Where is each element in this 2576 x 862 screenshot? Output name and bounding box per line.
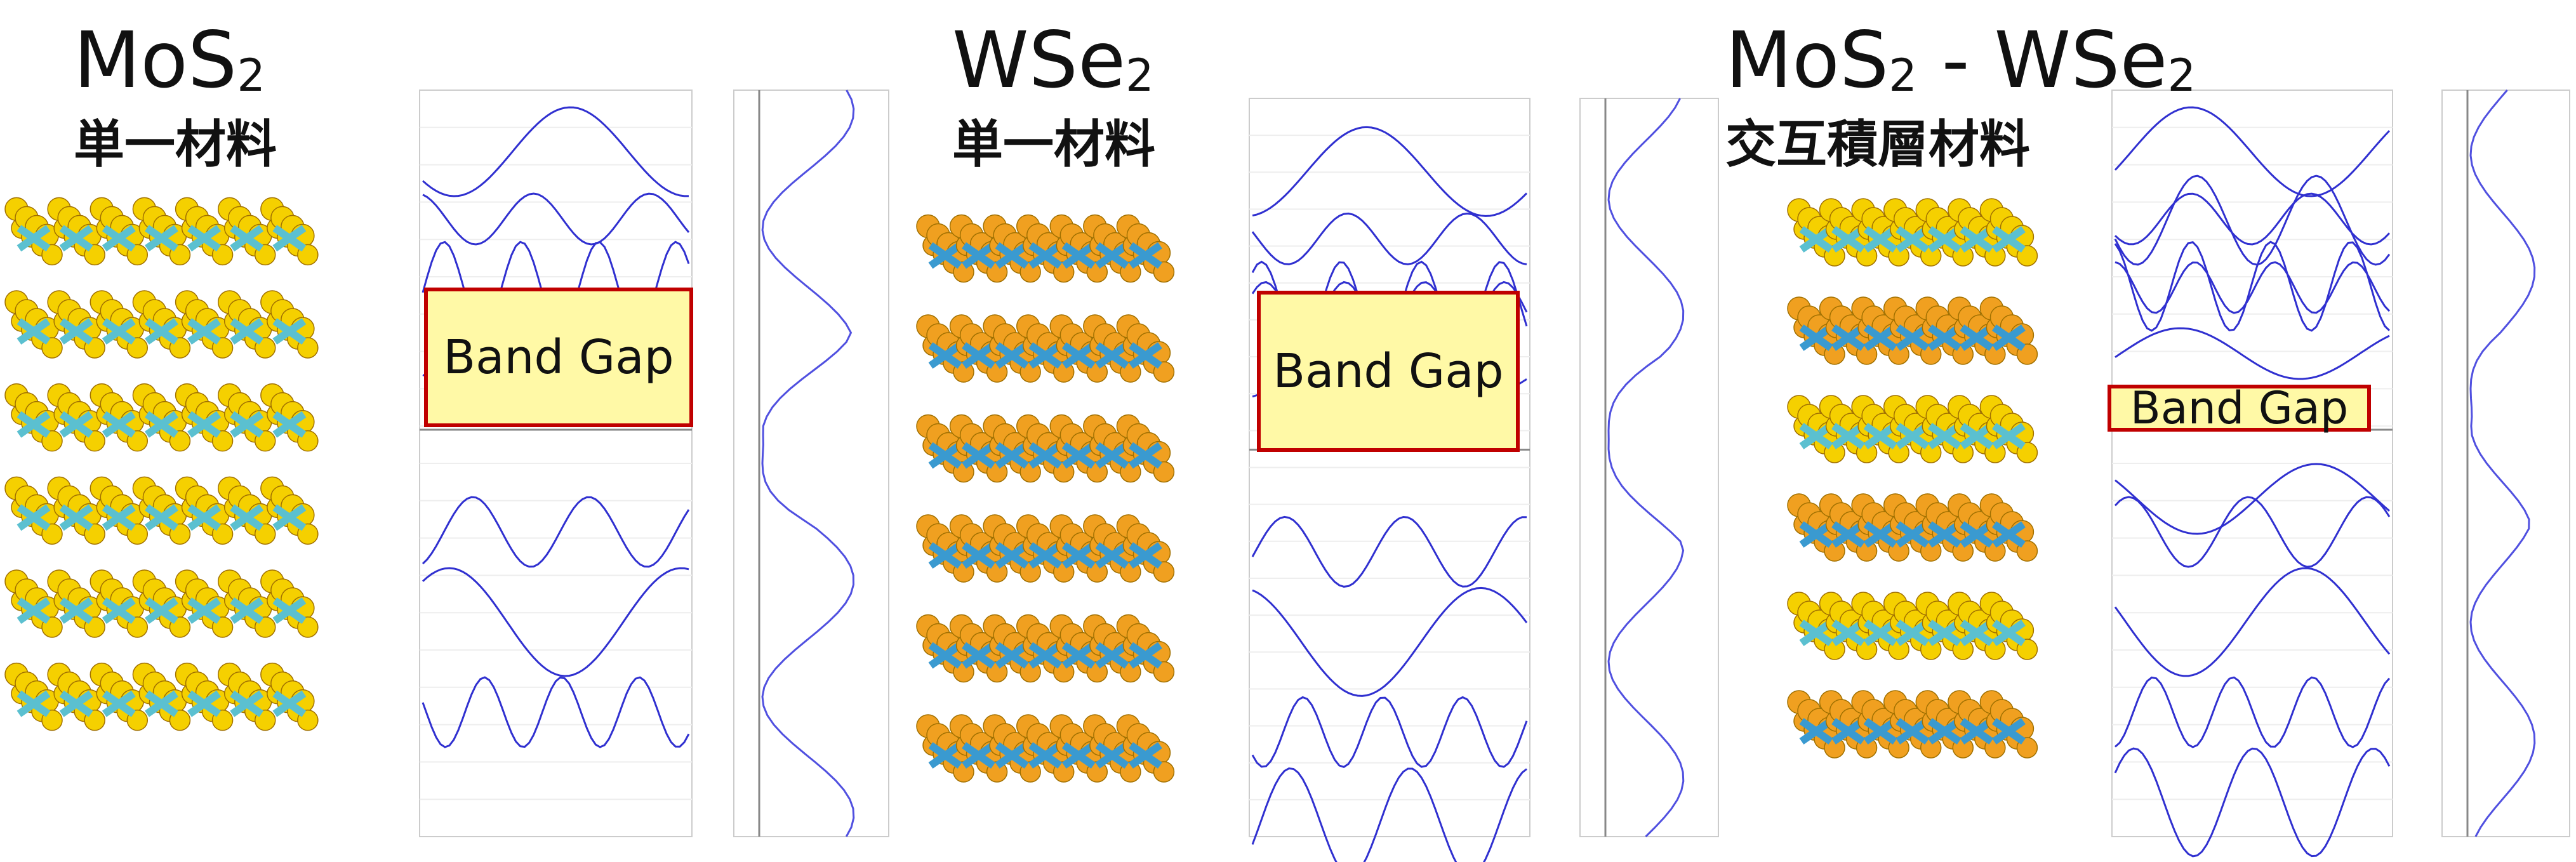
crystal-layer (1788, 592, 2037, 660)
crystal-layer (5, 477, 318, 544)
band-gap-label: Band Gap (1273, 344, 1503, 399)
crystal-layer (917, 515, 1174, 582)
crystal-layer (1788, 494, 2037, 561)
title-text: MoS (1725, 15, 1889, 105)
band-gap-box: Band Gap (424, 288, 693, 427)
crystal-layer (917, 315, 1174, 382)
figure: MoS2 単一材料 Band Gap WSe2 単一材料 Band Gap Mo… (0, 0, 2576, 862)
crystal-layer (917, 615, 1174, 682)
crystal-layer (5, 663, 318, 731)
band-gap-label: Band Gap (2130, 382, 2349, 434)
plot-frame (1580, 98, 1718, 837)
crystal-layer (5, 570, 318, 637)
title-subscript: 2 (1889, 50, 1917, 102)
crystal-layer (1788, 297, 2037, 364)
crystal-layer (917, 215, 1174, 282)
crystal-layer (1788, 395, 2037, 463)
panel-subtitle: 交互積層材料 (1725, 119, 2030, 170)
panel-title: WSe2 (952, 22, 1154, 99)
panel-title: MoS2 - WSe2 (1725, 22, 2196, 99)
plot-frame (2442, 90, 2570, 837)
title-subscript: 2 (1125, 50, 1154, 102)
panel-subtitle: 単一材料 (74, 119, 277, 170)
band-gap-box: Band Gap (1257, 291, 1520, 452)
title-text: - WSe (1917, 15, 2168, 105)
crystal-layer (1788, 199, 2037, 266)
crystal-layer (5, 197, 318, 265)
title-text: WSe (952, 15, 1125, 105)
title-subscript: 2 (237, 50, 265, 102)
plot-frame (734, 90, 889, 837)
crystal-layer (917, 415, 1174, 482)
crystal-layer (1788, 691, 2037, 758)
band-gap-label: Band Gap (443, 330, 674, 385)
panel-title: MoS2 (74, 22, 265, 99)
title-text: MoS (74, 15, 237, 105)
crystal-layer (5, 291, 318, 358)
crystal-layer (917, 715, 1174, 782)
crystal-layer (5, 384, 318, 451)
band-gap-box: Band Gap (2108, 385, 2371, 432)
title-subscript: 2 (2168, 50, 2196, 102)
panel-subtitle: 単一材料 (952, 119, 1155, 170)
